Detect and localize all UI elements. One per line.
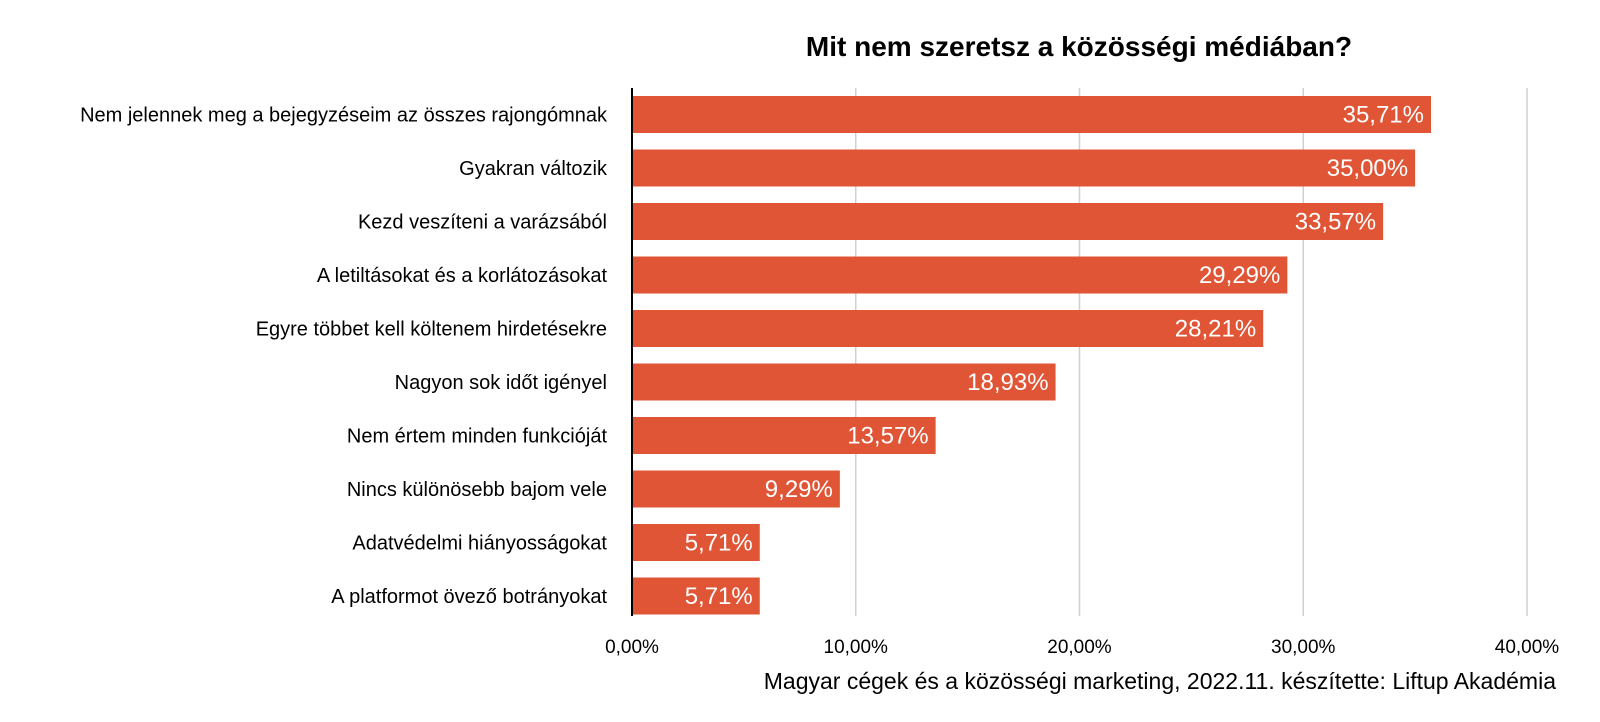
- category-label: Nem jelennek meg a bejegyzéseim az össze…: [80, 105, 608, 127]
- bar: [633, 149, 1416, 187]
- category-label: Nagyon sok időt igényel: [395, 372, 607, 394]
- bar-value-label: 9,29%: [765, 476, 833, 503]
- bar-value-label: 35,00%: [1327, 155, 1408, 182]
- bar-value-label: 13,57%: [847, 423, 928, 450]
- x-axis-ticks: 0,00% 10,00% 20,00% 30,00% 40,00%: [605, 637, 1559, 658]
- category-label: Gyakran változik: [459, 158, 608, 180]
- x-tick-label: 10,00%: [824, 637, 889, 658]
- bar: [633, 577, 760, 615]
- bar: [633, 524, 760, 561]
- category-label: Nem értem minden funkcióját: [347, 426, 608, 448]
- category-label: Adatvédelmi hiányosságokat: [352, 533, 607, 555]
- x-tick-label: 40,00%: [1495, 637, 1560, 658]
- source-caption: Magyar cégek és a közösségi marketing, 2…: [764, 668, 1556, 694]
- bar-value-label: 18,93%: [967, 369, 1048, 396]
- x-tick-label: 30,00%: [1271, 637, 1336, 658]
- x-tick-label: 20,00%: [1047, 637, 1112, 658]
- category-label: Egyre többet kell költenem hirdetésekre: [256, 319, 607, 341]
- bar-value-label: 29,29%: [1199, 262, 1280, 289]
- category-label: A platformot övező botrányokat: [331, 586, 607, 608]
- bar-value-label: 33,57%: [1295, 209, 1376, 236]
- bar: [633, 363, 1056, 401]
- bar: [633, 203, 1384, 240]
- bars: 35,71% 35,00% 33,57% 29,29% 28,21% 18,93% 13,5…: [633, 96, 1432, 615]
- x-tick-label: 0,00%: [605, 637, 659, 658]
- bar-value-label: 5,71%: [685, 530, 753, 557]
- bar: [633, 310, 1264, 347]
- chart-title: Mit nem szeretsz a közösségi médiában?: [806, 31, 1352, 62]
- bar: [633, 256, 1288, 294]
- category-label: Nincs különösebb bajom vele: [347, 479, 607, 501]
- bar: [633, 470, 840, 508]
- category-label: A letiltásokat és a korlátozásokat: [317, 265, 608, 287]
- bar-value-label: 28,21%: [1175, 316, 1256, 343]
- bar-value-label: 5,71%: [685, 583, 753, 610]
- category-labels: Nem jelennek meg a bejegyzéseim az össze…: [80, 105, 608, 609]
- bar-value-label: 35,71%: [1343, 102, 1424, 129]
- bar: [633, 96, 1432, 133]
- category-label: Kezd veszíteni a varázsából: [358, 212, 607, 234]
- bar: [633, 417, 936, 454]
